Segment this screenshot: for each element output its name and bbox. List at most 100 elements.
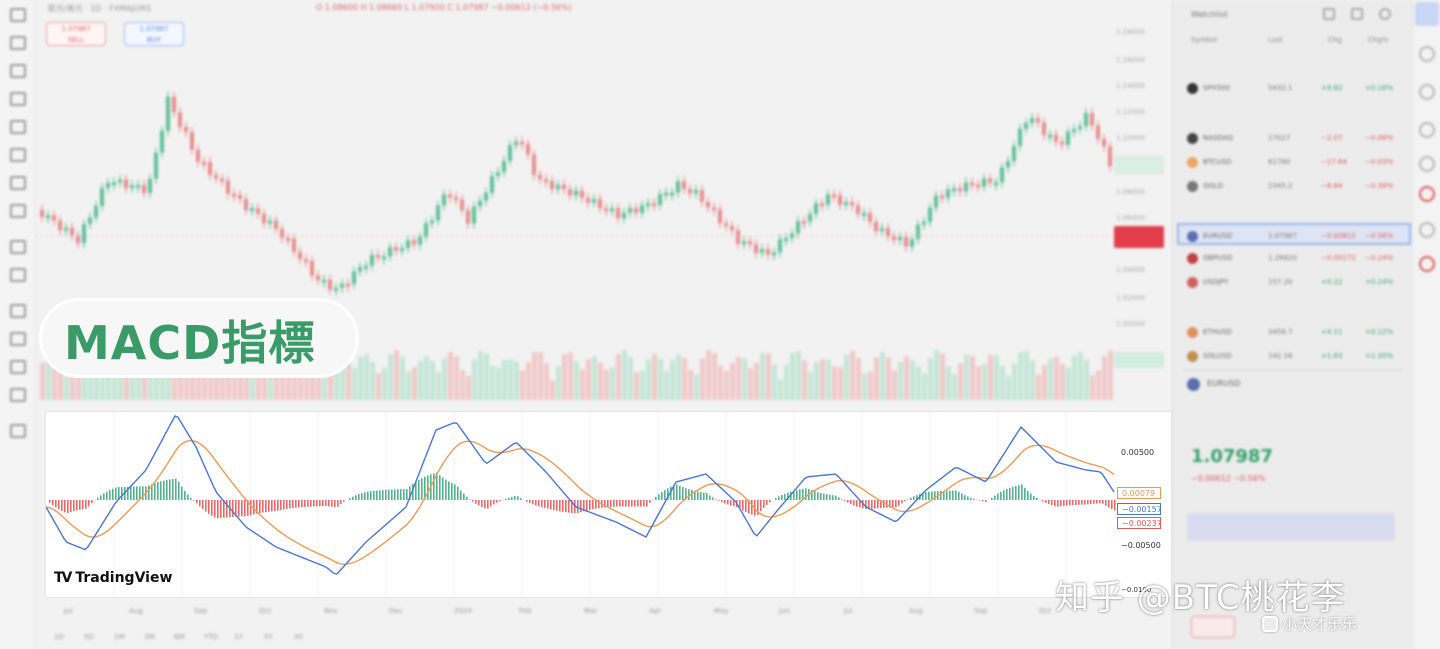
macd-histogram-bar <box>1060 500 1062 507</box>
macd-histogram-bar <box>328 500 330 507</box>
zoom-icon[interactable] <box>10 268 26 282</box>
brush-icon[interactable] <box>10 148 26 162</box>
watchlist-row[interactable]: SPX500 5432.1 +9.82 +0.18% <box>1173 78 1413 98</box>
data-window-icon[interactable] <box>1419 84 1435 100</box>
symbol-title[interactable]: 歐元/美元 · 1D · FXMAJORS <box>48 4 151 13</box>
volume-bar <box>1060 363 1065 400</box>
candle-body <box>712 207 716 211</box>
tree-icon[interactable] <box>10 424 26 438</box>
col-chg[interactable]: Chg <box>1328 36 1342 44</box>
macd-histogram-bar <box>961 493 963 500</box>
candle-body <box>742 241 746 245</box>
candle-body <box>1102 138 1106 147</box>
volume-bar <box>352 367 357 400</box>
detail-price: 1.07987 <box>1191 446 1273 467</box>
trendline-icon[interactable] <box>10 36 26 50</box>
macd-histogram-bar <box>301 500 303 508</box>
trash-icon[interactable] <box>10 388 26 402</box>
volume-bar <box>520 370 525 400</box>
candle-body <box>634 207 638 213</box>
watchlist-row[interactable]: EURUSD 1.07987 −0.00612 −0.56% <box>1173 226 1413 246</box>
macd-indicator-panel[interactable]: 0.00500 −0.00500 −0.0100 0.00079 −0.0015… <box>45 411 1172 599</box>
sell-button[interactable]: 1.07987 SELL <box>46 22 106 46</box>
range-button[interactable]: YTD <box>204 633 218 641</box>
watchlist-row[interactable]: GOLD 2345.2 −8.84 −0.38% <box>1173 176 1413 196</box>
range-button[interactable]: 5D <box>84 633 94 641</box>
macd-histogram-bar <box>148 485 150 500</box>
cursor-icon[interactable] <box>10 8 26 22</box>
lock-icon[interactable] <box>10 332 26 346</box>
macd-histogram-bar <box>205 500 207 512</box>
candle-body <box>646 203 650 207</box>
volume-bar <box>958 363 963 400</box>
candle-body <box>544 179 548 183</box>
watchlist-row[interactable]: USDJPY 157.20 +0.22 +0.14% <box>1173 272 1413 292</box>
col-chgpct[interactable]: Chg% <box>1368 36 1389 44</box>
hotlist-icon[interactable] <box>1419 122 1435 138</box>
volume-bar <box>748 368 753 400</box>
range-button[interactable]: 5Y <box>264 633 273 641</box>
watchlist-row[interactable]: GBPUSD 1.26820 −0.00172 −0.14% <box>1173 248 1413 268</box>
pattern-icon[interactable] <box>10 92 26 106</box>
fib-icon[interactable] <box>10 64 26 78</box>
layout-icon[interactable] <box>1351 8 1363 20</box>
watchlist-row[interactable]: BTCUSD 61780 −17.64 −0.03% <box>1173 152 1413 172</box>
macd-histogram-bar <box>1003 490 1005 500</box>
market-notice[interactable] <box>1187 513 1395 541</box>
macd-histogram-bar <box>268 500 270 512</box>
emoji-icon[interactable] <box>10 204 26 218</box>
prediction-icon[interactable] <box>10 120 26 134</box>
candle-body <box>58 220 62 231</box>
macd-histogram-bar <box>631 500 633 507</box>
price-chart[interactable] <box>36 0 1172 649</box>
add-symbol-icon[interactable] <box>1323 8 1335 20</box>
macd-histogram-bar <box>940 490 942 500</box>
more-icon[interactable] <box>1379 8 1391 20</box>
volume-bar <box>724 370 729 400</box>
volume-bar <box>82 351 87 400</box>
sell-order-button[interactable] <box>1191 616 1235 638</box>
detail-symbol[interactable]: EURUSD <box>1207 379 1241 388</box>
col-last[interactable]: Last <box>1268 36 1283 44</box>
range-button[interactable]: 1M <box>114 633 125 641</box>
macd-histogram-bar <box>376 490 378 500</box>
volume-bar <box>940 353 945 400</box>
price-tick: 1.16000 <box>1116 56 1145 64</box>
magnet-icon[interactable] <box>10 304 26 318</box>
watchlist-row[interactable]: NASDAQ 17027 −2.07 −0.08% <box>1173 128 1413 148</box>
candle-body <box>676 181 680 193</box>
range-button[interactable]: All <box>294 633 303 641</box>
watchlist-row[interactable]: ETHUSD 3456.7 +4.11 +0.12% <box>1173 322 1413 342</box>
volume-bar <box>982 363 987 400</box>
volume-bar <box>562 354 567 400</box>
news-icon[interactable] <box>1419 186 1435 202</box>
candle-body <box>940 195 944 199</box>
watchlist-title[interactable]: Watchlist <box>1191 10 1228 19</box>
range-button[interactable]: 3M <box>144 633 155 641</box>
eye-icon[interactable] <box>10 360 26 374</box>
ruler-icon[interactable] <box>10 240 26 254</box>
ideas-icon[interactable] <box>1419 222 1435 238</box>
alert-icon[interactable] <box>1419 46 1435 62</box>
chat-icon[interactable] <box>1419 256 1435 272</box>
watchlist-icon[interactable] <box>1415 2 1439 26</box>
candle-body <box>64 227 68 231</box>
candle-body <box>124 179 128 189</box>
range-button[interactable]: 1Y <box>234 633 243 641</box>
range-button[interactable]: 1D <box>54 633 64 641</box>
volume-bar <box>1042 365 1047 400</box>
macd-histogram-bar <box>121 486 123 500</box>
buy-button[interactable]: 1.07987 BUY <box>124 22 184 46</box>
calendar-icon[interactable] <box>1419 156 1435 172</box>
macd-histogram-bar <box>115 487 117 500</box>
time-axis[interactable]: Jul Aug Sep Oct Nov Dec 2024 Feb Mar Apr May Jun Jul… <box>36 602 1172 622</box>
candle-body <box>340 283 344 288</box>
col-symbol[interactable]: Symbol <box>1191 36 1218 44</box>
range-button[interactable]: 6M <box>174 633 185 641</box>
candle-body <box>598 199 602 209</box>
volume-bar <box>172 357 177 400</box>
macd-histogram-bar <box>325 500 327 506</box>
text-icon[interactable] <box>10 176 26 190</box>
watchlist-row[interactable]: SOLUSD 142.18 +1.83 +1.30% <box>1173 346 1413 366</box>
macd-histogram-bar <box>223 500 225 518</box>
